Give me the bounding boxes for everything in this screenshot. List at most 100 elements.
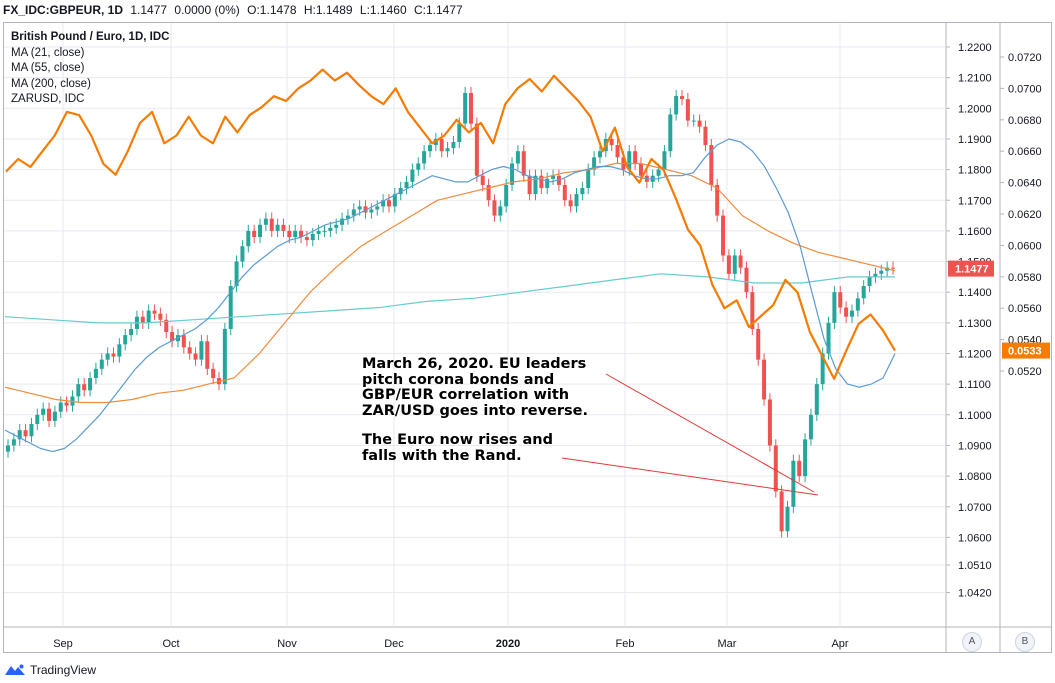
candle-body <box>633 151 638 164</box>
candle-body <box>340 218 345 225</box>
candle-body <box>762 359 767 400</box>
candle-body <box>750 292 755 329</box>
candle-body <box>351 209 356 216</box>
candle-body <box>164 319 169 333</box>
time-axis-label: Mar <box>718 638 737 650</box>
candle-body <box>47 408 52 421</box>
candle-body <box>181 335 186 348</box>
candle-body <box>615 145 620 158</box>
candle-body <box>304 237 309 241</box>
candle-body <box>99 359 104 369</box>
candle-body <box>744 267 749 293</box>
candle-body <box>269 218 274 231</box>
time-axis-label: Apr <box>831 638 848 650</box>
right-axis-tick-label: 0.0600 <box>1008 240 1042 252</box>
left-axis-tick-label: 1.0420 <box>958 588 992 600</box>
candle-body <box>170 332 175 342</box>
candle-body <box>369 209 374 213</box>
candle-body <box>398 187 403 195</box>
candle-body <box>404 181 409 188</box>
left-axis-tick-label: 1.1700 <box>958 195 992 207</box>
candle-body <box>129 328 134 336</box>
candle-body <box>146 310 151 323</box>
candle-body <box>480 175 485 185</box>
right-axis-tick-label: 0.0680 <box>1008 115 1042 127</box>
candle-body <box>316 230 321 234</box>
candle-body <box>427 145 432 152</box>
right-axis-tick-label: 0.0640 <box>1008 178 1042 190</box>
low-value: L:1.1460 <box>359 3 407 17</box>
candle-body <box>820 353 825 385</box>
candle-body <box>410 169 415 182</box>
candle-body <box>445 148 450 152</box>
candle-body <box>861 286 866 299</box>
candle-body <box>328 227 333 231</box>
compare-last-label: 0.0533 <box>1008 346 1042 358</box>
auto-scale-button[interactable]: A <box>962 632 982 652</box>
candle-body <box>592 157 597 170</box>
legend-ma200[interactable]: MA (200, close) <box>11 77 91 90</box>
last-price-label-bg <box>948 260 994 277</box>
candle-body <box>451 142 456 149</box>
candle-body <box>838 292 843 308</box>
time-axis-label: Sep <box>53 638 73 650</box>
candle-body <box>211 368 216 379</box>
candle-body <box>597 151 602 158</box>
annotation-line: ZAR/USD goes into reverse. <box>362 402 588 419</box>
candle-body <box>123 335 128 345</box>
candle-body <box>152 310 157 314</box>
candle-body <box>527 175 532 195</box>
candle-body <box>88 378 93 391</box>
candle-body <box>205 341 210 369</box>
candle-body <box>545 178 550 188</box>
scale-b-button[interactable]: B <box>1015 632 1035 652</box>
candle-body <box>35 414 40 424</box>
candle-body <box>551 175 556 179</box>
left-axis-tick-label: 1.2000 <box>958 103 992 115</box>
symbol-name[interactable]: FX_IDC:GBPEUR, 1D <box>3 3 124 17</box>
candle-body <box>111 353 116 357</box>
annotation-euro-rand: The Euro now rises and falls with the Ra… <box>362 432 553 464</box>
candle-body <box>791 460 796 507</box>
legend-compare[interactable]: ZARUSD, IDC <box>11 93 85 106</box>
annotation-line: falls with the Rand. <box>362 447 522 464</box>
legend-ma55[interactable]: MA (55, close) <box>11 62 85 75</box>
candle-body <box>510 163 515 185</box>
candle-body <box>469 92 474 124</box>
time-axis-label: Feb <box>616 638 635 650</box>
left-axis-tick-label: 1.1100 <box>958 379 991 391</box>
candle-body <box>668 114 673 152</box>
candle-body <box>504 184 509 207</box>
candle-body <box>891 267 895 269</box>
legend-title[interactable]: British Pound / Euro, 1D, IDC <box>11 31 170 43</box>
chart-frame <box>3 22 1052 653</box>
time-axis-label: Nov <box>277 638 297 650</box>
legend-ma21[interactable]: MA (21, close) <box>11 46 85 59</box>
candle-body <box>568 200 573 207</box>
candle-body <box>638 163 643 176</box>
right-axis-tick-label: 0.0620 <box>1008 209 1042 221</box>
time-axis-label: Dec <box>384 638 404 650</box>
candle-body <box>732 255 737 274</box>
candle-body <box>738 255 743 268</box>
candle-body <box>23 430 28 437</box>
candle-body <box>76 384 81 397</box>
candle-body <box>521 151 526 176</box>
candle-body <box>849 310 854 317</box>
candle-body <box>797 460 802 477</box>
candle-body <box>6 445 10 452</box>
candle-body <box>826 322 831 354</box>
candle-body <box>281 224 286 231</box>
candle-body <box>580 187 585 195</box>
brand-name[interactable]: TradingView <box>30 663 97 677</box>
left-axis-tick-label: 1.1900 <box>958 134 992 146</box>
right-axis-tick-label: 0.0700 <box>1008 83 1042 95</box>
candle-body <box>29 423 34 437</box>
candle-body <box>322 230 327 232</box>
ma55-line <box>4 162 896 404</box>
candle-body <box>240 246 245 262</box>
candle-body <box>140 316 145 323</box>
candle-body <box>293 230 298 238</box>
candle-body <box>58 402 63 412</box>
